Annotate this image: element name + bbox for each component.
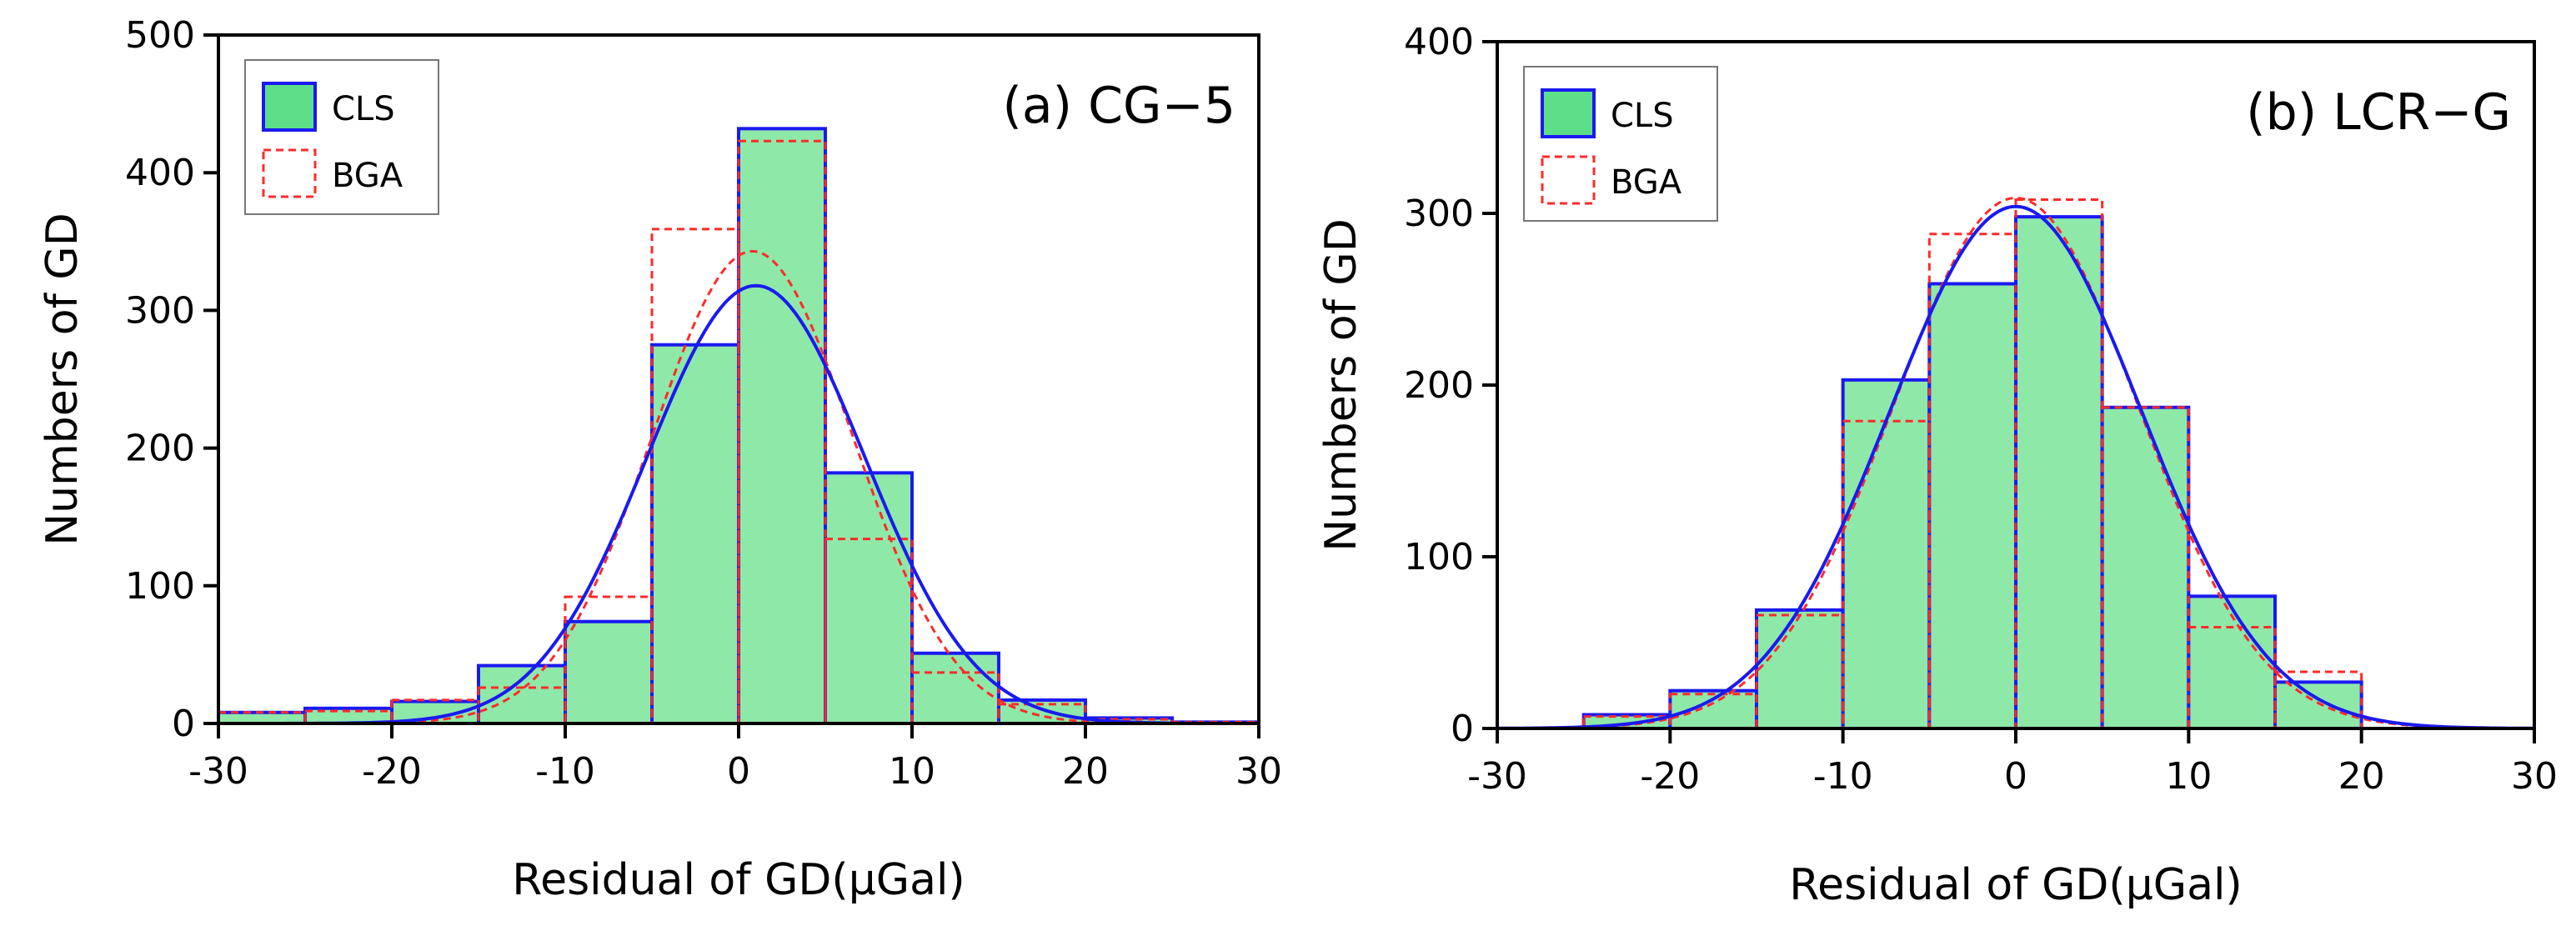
cls-bar bbox=[2014, 215, 2104, 730]
y-tick-label: 500 bbox=[125, 14, 195, 57]
panel-title: (a) CG−5 bbox=[1003, 77, 1236, 135]
x-axis-label: Residual of GD(μGal) bbox=[512, 855, 965, 905]
cls-bar bbox=[1841, 378, 1932, 730]
x-tick-label: 20 bbox=[1062, 750, 1109, 793]
legend-label-bga: BGA bbox=[1611, 163, 1682, 202]
x-tick-label: -10 bbox=[535, 750, 595, 793]
panel-title: (b) LCR−G bbox=[2246, 83, 2511, 142]
x-axis-ticks: -30 -20 -10 0 10 20 30 bbox=[188, 723, 1282, 793]
panel-b: -30 -20 -10 0 10 20 30 0 100 200 300 400 Residual … bbox=[1316, 21, 2558, 910]
bga-fit-curve bbox=[218, 249, 1259, 725]
cls-bar bbox=[477, 663, 567, 726]
legend-swatch-bga bbox=[262, 148, 317, 198]
bga-bar bbox=[737, 139, 827, 725]
cls-bar bbox=[1755, 608, 1845, 730]
panel-a: -30 -20 -10 0 10 20 30 0 100 200 300 400 500 Residu… bbox=[38, 14, 1282, 905]
y-tick-label: 100 bbox=[1404, 536, 1474, 578]
cls-bar bbox=[564, 619, 654, 726]
x-tick-label: -20 bbox=[362, 750, 422, 793]
legend-swatch-bga bbox=[1541, 155, 1596, 205]
x-tick-label: -20 bbox=[1640, 755, 1700, 798]
x-tick-label: -30 bbox=[1467, 755, 1527, 798]
legend-label-bga: BGA bbox=[332, 157, 403, 195]
cls-bar bbox=[824, 471, 914, 725]
x-tick-label: 10 bbox=[2165, 755, 2212, 798]
y-axis-ticks: 0 100 200 300 400 500 bbox=[125, 14, 218, 745]
bga-bar bbox=[2014, 198, 2104, 730]
cls-bars bbox=[1581, 215, 2363, 731]
x-tick-label: 10 bbox=[889, 750, 935, 793]
legend-label-cls: CLS bbox=[1611, 97, 1674, 135]
x-tick-label: 0 bbox=[727, 750, 750, 793]
y-axis-ticks: 0 100 200 300 400 bbox=[1404, 21, 1497, 750]
y-tick-label: 0 bbox=[1451, 708, 1474, 750]
legend-swatch-cls bbox=[1541, 88, 1596, 138]
cls-bars bbox=[217, 127, 1260, 726]
cls-bar bbox=[1927, 282, 2017, 730]
bga-bar bbox=[2273, 670, 2363, 730]
cls-bar bbox=[2273, 680, 2363, 731]
y-tick-label: 400 bbox=[1404, 21, 1474, 63]
y-tick-label: 200 bbox=[1404, 364, 1474, 407]
legend-label-cls: CLS bbox=[332, 90, 395, 128]
legend-swatch-cls bbox=[262, 82, 317, 132]
cls-fit-curve bbox=[1496, 204, 2535, 730]
y-tick-label: 200 bbox=[125, 428, 195, 470]
x-tick-label: 0 bbox=[2004, 755, 2027, 798]
y-tick-label: 0 bbox=[172, 703, 195, 745]
x-tick-label: 30 bbox=[1235, 750, 1282, 793]
cls-bar bbox=[737, 127, 827, 725]
x-tick-label: 30 bbox=[2511, 755, 2558, 798]
cls-bar bbox=[1668, 688, 1759, 730]
y-tick-label: 300 bbox=[1404, 193, 1474, 235]
cls-bar bbox=[2100, 405, 2191, 730]
y-tick-label: 400 bbox=[125, 152, 195, 194]
y-tick-label: 300 bbox=[125, 289, 195, 332]
cls-bar bbox=[650, 343, 740, 725]
cls-bar bbox=[2187, 594, 2277, 730]
x-tick-label: -10 bbox=[1813, 755, 1873, 798]
x-tick-label: -30 bbox=[188, 750, 248, 793]
x-axis-ticks: -30 -20 -10 0 10 20 30 bbox=[1467, 728, 2558, 798]
bga-bar bbox=[650, 228, 740, 725]
x-tick-label: 20 bbox=[2338, 755, 2385, 798]
y-axis-label: Numbers of GD bbox=[1316, 218, 1366, 552]
legend: CLS BGA bbox=[1523, 66, 1718, 222]
bga-bar bbox=[997, 703, 1087, 725]
y-axis-label: Numbers of GD bbox=[38, 213, 88, 546]
y-tick-label: 100 bbox=[125, 565, 195, 608]
legend: CLS BGA bbox=[244, 59, 439, 215]
x-axis-label: Residual of GD(μGal) bbox=[1789, 860, 2242, 910]
cls-bar bbox=[910, 651, 1000, 725]
